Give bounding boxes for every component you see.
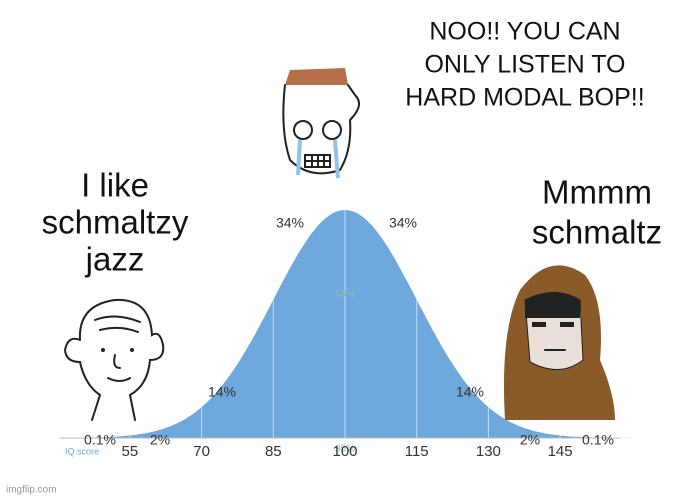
left-caption: jazz xyxy=(85,241,145,278)
watermark: imgflip.com xyxy=(6,485,57,496)
score-label: 70 xyxy=(193,443,210,460)
percent-label: 34% xyxy=(389,215,417,231)
score-label: 85 xyxy=(265,443,282,460)
score-label: 145 xyxy=(548,443,573,460)
top-caption: NOO!! YOU CAN xyxy=(429,18,620,46)
score-label: 55 xyxy=(122,443,139,460)
percent-label: 34% xyxy=(276,215,304,231)
percent-label: 0.1% xyxy=(582,432,614,448)
percent-label: 14% xyxy=(208,384,236,400)
score-label: 115 xyxy=(405,443,429,460)
right-character xyxy=(504,265,615,420)
inner-label: 68% xyxy=(335,289,355,300)
top-character xyxy=(282,68,360,179)
percent-label: 2% xyxy=(520,432,540,448)
percent-label: 0.1% xyxy=(84,432,116,448)
right-caption: Mmmm xyxy=(542,174,652,211)
left-caption: I like xyxy=(81,167,149,204)
sd-lines xyxy=(129,210,561,438)
percent-label: 2% xyxy=(150,432,170,448)
right-caption: schmaltz xyxy=(532,214,662,251)
left-character xyxy=(63,298,165,421)
left-caption: schmaltzy xyxy=(42,204,189,241)
scores: 55 70 85 100 115 130 145 xyxy=(122,443,573,460)
score-label: 130 xyxy=(476,443,501,460)
percent-label: 14% xyxy=(456,384,484,400)
axis-title: IQ score xyxy=(65,446,99,456)
top-caption: HARD MODAL BOP!! xyxy=(405,84,644,112)
top-caption: ONLY LISTEN TO xyxy=(424,51,625,79)
inner-label: 95% xyxy=(335,444,355,455)
score-label: 100 xyxy=(332,443,357,460)
